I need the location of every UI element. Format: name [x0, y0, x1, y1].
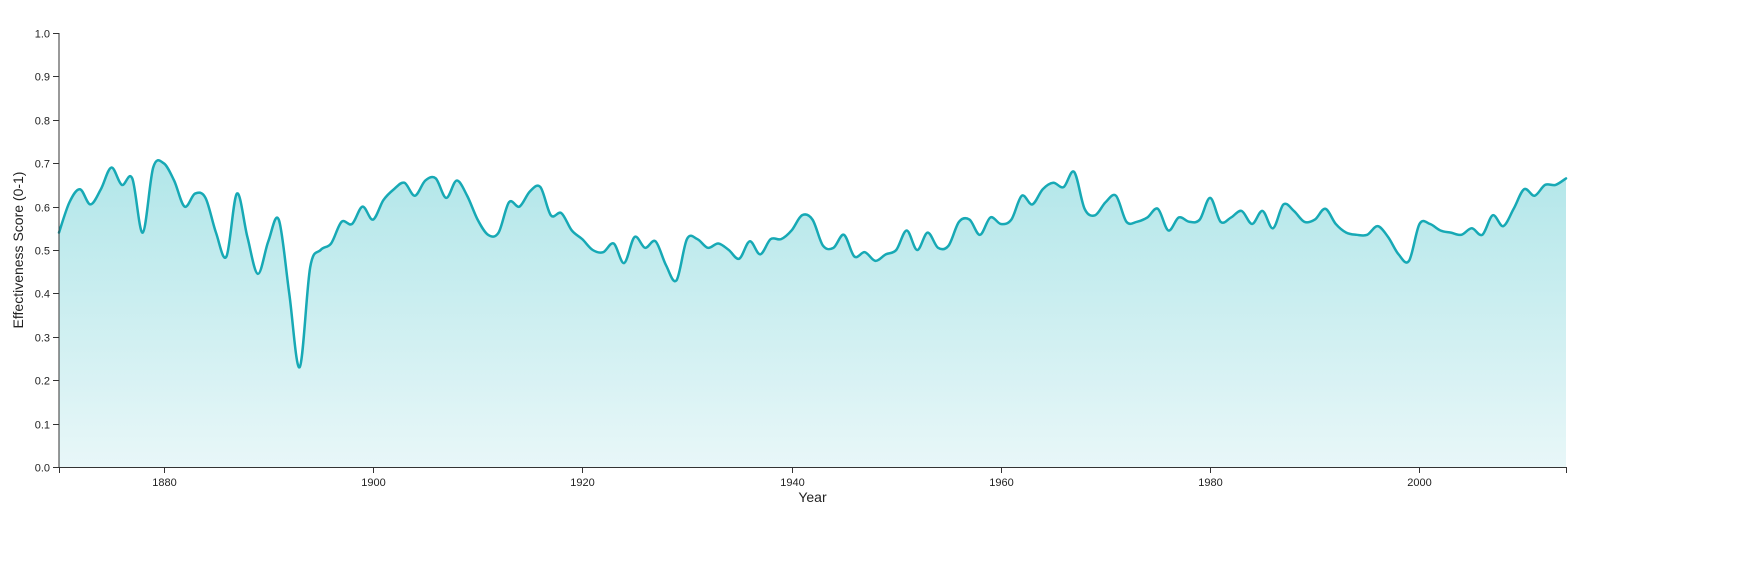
y-axis: 0.0 0.1 0.2 0.3 0.4 0.5 0.6 0.7 0.8 0.9 1.0 [35, 29, 60, 475]
y-tick-label: 0.3 [35, 333, 50, 345]
y-tick-label: 0.1 [35, 420, 50, 432]
effectiveness-area [59, 160, 1566, 468]
x-axis-title: Year [798, 489, 827, 505]
x-tick-label: 1940 [780, 477, 804, 489]
y-tick-label: 0.0 [35, 463, 50, 475]
x-tick-label: 1980 [1198, 477, 1222, 489]
y-tick-label: 0.4 [35, 289, 50, 301]
y-tick-label: 0.8 [35, 116, 50, 128]
y-axis-title: Effectiveness Score (0-1) [10, 172, 26, 329]
x-tick-label: 1960 [989, 477, 1013, 489]
x-tick-label: 1920 [570, 477, 594, 489]
y-tick-label: 0.2 [35, 376, 50, 388]
x-axis: 1880 1900 1920 1940 1960 1980 2000 [59, 467, 1567, 489]
y-tick-label: 0.9 [35, 72, 50, 84]
y-tick-label: 1.0 [35, 29, 50, 41]
y-tick-label: 0.7 [35, 159, 50, 171]
x-tick-label: 1880 [152, 477, 176, 489]
y-tick-label: 0.5 [35, 246, 50, 258]
effectiveness-line [57, 158, 1568, 369]
x-tick-label: 2000 [1407, 477, 1431, 489]
y-tick-label: 0.6 [35, 203, 50, 215]
x-tick-label: 1900 [361, 477, 385, 489]
